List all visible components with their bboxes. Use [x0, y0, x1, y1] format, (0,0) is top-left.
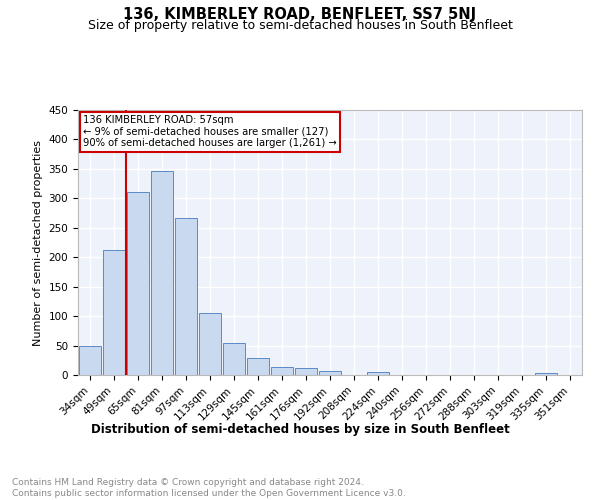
Bar	[295, 368, 317, 375]
Bar	[103, 250, 125, 375]
Text: Size of property relative to semi-detached houses in South Benfleet: Size of property relative to semi-detach…	[88, 19, 512, 32]
Y-axis label: Number of semi-detached properties: Number of semi-detached properties	[33, 140, 43, 346]
Text: Distribution of semi-detached houses by size in South Benfleet: Distribution of semi-detached houses by …	[91, 422, 509, 436]
Bar	[151, 170, 173, 375]
Bar	[367, 372, 389, 375]
Bar	[199, 313, 221, 375]
Bar	[223, 342, 245, 375]
Bar	[247, 358, 269, 375]
Bar	[535, 372, 557, 375]
Text: Contains HM Land Registry data © Crown copyright and database right 2024.
Contai: Contains HM Land Registry data © Crown c…	[12, 478, 406, 498]
Bar	[175, 218, 197, 375]
Bar	[79, 346, 101, 375]
Text: 136 KIMBERLEY ROAD: 57sqm
← 9% of semi-detached houses are smaller (127)
90% of : 136 KIMBERLEY ROAD: 57sqm ← 9% of semi-d…	[83, 116, 337, 148]
Bar	[271, 367, 293, 375]
Bar	[319, 372, 341, 375]
Bar	[127, 192, 149, 375]
Text: 136, KIMBERLEY ROAD, BENFLEET, SS7 5NJ: 136, KIMBERLEY ROAD, BENFLEET, SS7 5NJ	[124, 8, 476, 22]
